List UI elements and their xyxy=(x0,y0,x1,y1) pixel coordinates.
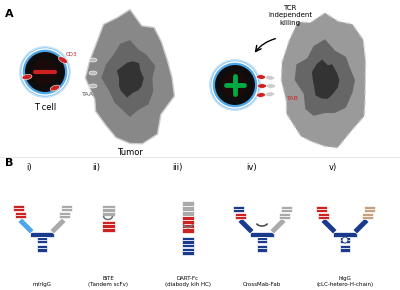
Circle shape xyxy=(209,59,261,111)
Bar xyxy=(257,233,267,242)
Text: CrossMab-Fab: CrossMab-Fab xyxy=(243,282,281,287)
Polygon shape xyxy=(18,218,34,234)
Bar xyxy=(102,220,114,231)
Bar xyxy=(58,212,70,218)
Circle shape xyxy=(342,237,348,243)
Text: v): v) xyxy=(329,163,337,172)
Bar xyxy=(182,247,194,255)
Text: iv): iv) xyxy=(246,163,257,172)
Bar xyxy=(340,233,350,242)
Text: DART-Fc
(diabody kih HC): DART-Fc (diabody kih HC) xyxy=(165,276,211,287)
Bar xyxy=(182,215,194,233)
PathPatch shape xyxy=(102,40,155,117)
Circle shape xyxy=(25,52,65,92)
Ellipse shape xyxy=(266,84,276,88)
Bar xyxy=(278,213,290,219)
Text: hIgG
(cLC-hetero-H-chain): hIgG (cLC-hetero-H-chain) xyxy=(316,276,374,287)
Text: T cell: T cell xyxy=(34,103,56,112)
Ellipse shape xyxy=(256,93,266,97)
Bar xyxy=(12,205,24,211)
Circle shape xyxy=(20,48,70,97)
Circle shape xyxy=(19,46,71,98)
Ellipse shape xyxy=(258,84,266,88)
Bar xyxy=(316,206,326,212)
Text: CD3: CD3 xyxy=(66,52,78,57)
Bar xyxy=(362,213,372,219)
Bar xyxy=(234,213,246,219)
Text: TAA: TAA xyxy=(82,93,94,97)
Polygon shape xyxy=(238,218,254,234)
Bar xyxy=(250,232,274,237)
Ellipse shape xyxy=(89,84,97,88)
Circle shape xyxy=(212,62,258,108)
Bar xyxy=(102,204,114,215)
Circle shape xyxy=(210,61,260,110)
Circle shape xyxy=(22,49,68,95)
Bar xyxy=(37,233,47,242)
Text: TAB: TAB xyxy=(287,97,299,102)
Ellipse shape xyxy=(50,85,60,91)
Circle shape xyxy=(22,49,68,95)
Text: Tumor: Tumor xyxy=(117,148,143,157)
Bar xyxy=(30,232,54,237)
Ellipse shape xyxy=(89,58,97,62)
Text: iii): iii) xyxy=(172,163,182,172)
PathPatch shape xyxy=(281,13,366,148)
Circle shape xyxy=(215,65,255,105)
Bar xyxy=(182,200,194,215)
Bar xyxy=(333,232,357,237)
Polygon shape xyxy=(50,218,66,234)
Polygon shape xyxy=(321,218,337,234)
Circle shape xyxy=(212,62,258,108)
Text: A: A xyxy=(5,9,14,19)
Text: ii): ii) xyxy=(92,163,100,172)
PathPatch shape xyxy=(117,61,144,98)
Bar xyxy=(60,205,72,211)
Ellipse shape xyxy=(256,75,266,79)
PathPatch shape xyxy=(85,10,174,144)
Bar xyxy=(14,212,26,218)
Bar xyxy=(318,213,328,219)
Text: i): i) xyxy=(26,163,32,172)
Polygon shape xyxy=(270,218,286,234)
Ellipse shape xyxy=(89,71,97,75)
Bar xyxy=(232,206,244,212)
Text: BiTE
(Tandem scFv): BiTE (Tandem scFv) xyxy=(88,276,128,287)
Circle shape xyxy=(32,59,58,85)
Bar xyxy=(364,206,374,212)
Bar xyxy=(340,244,350,251)
PathPatch shape xyxy=(295,39,355,116)
Polygon shape xyxy=(353,218,369,234)
PathPatch shape xyxy=(312,59,340,99)
Ellipse shape xyxy=(266,75,274,80)
Bar xyxy=(37,244,47,251)
Bar xyxy=(182,237,194,247)
Text: B: B xyxy=(5,158,13,168)
Text: m/rIgG: m/rIgG xyxy=(32,282,52,287)
Ellipse shape xyxy=(266,92,274,97)
Circle shape xyxy=(222,72,248,98)
Bar xyxy=(257,244,267,251)
Bar xyxy=(280,206,292,212)
Ellipse shape xyxy=(58,57,68,63)
Ellipse shape xyxy=(22,75,32,80)
Text: TCR
independent
killing: TCR independent killing xyxy=(268,5,312,26)
